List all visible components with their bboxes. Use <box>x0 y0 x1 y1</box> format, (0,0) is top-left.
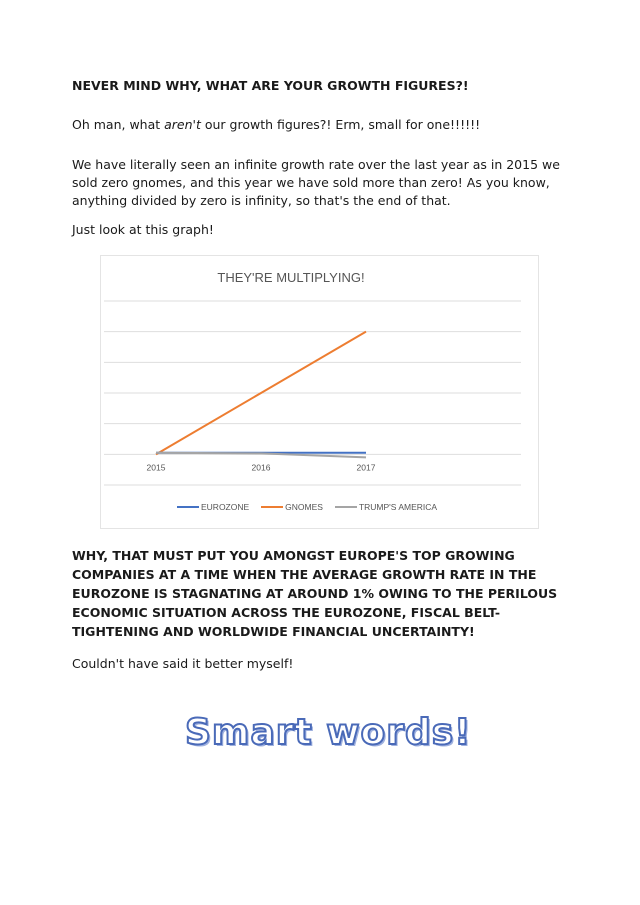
series-line-gnomes <box>155 330 367 456</box>
legend-item: EUROZONE <box>177 502 249 512</box>
x-tick-label: 2016 <box>252 462 271 472</box>
text: Oh man, what <box>72 117 165 132</box>
paragraph-infinite-growth: We have literally seen an infinite growt… <box>72 157 560 208</box>
line-chart: THEY'RE MULTIPLYING! 2015 2016 2017 EUROZO… <box>100 255 539 529</box>
chart-title: THEY'RE MULTIPLYING! <box>217 270 365 285</box>
legend-item: GNOMES <box>261 502 323 512</box>
paragraph-intro: Oh man, what aren't our growth figures?!… <box>72 116 572 134</box>
heading-growth-figures: NEVER MIND WHY, WHAT ARE YOUR GROWTH FIG… <box>72 78 469 93</box>
legend-item: TRUMP'S AMERICA <box>334 502 438 512</box>
legend-label: TRUMP'S AMERICA <box>358 502 438 512</box>
paragraph-look-graph: Just look at this graph! <box>72 222 214 237</box>
series-line-trump-s-america <box>155 451 367 459</box>
legend-swatch <box>177 506 199 508</box>
chart-plot: 2015 2016 2017 <box>104 300 521 486</box>
paragraph-said-better: Couldn't have said it better myself! <box>72 656 294 671</box>
x-tick-label: 2017 <box>357 462 376 472</box>
legend-swatch <box>261 506 284 508</box>
chart-legend: EUROZONE GNOMES TRUMP'S AMERICA <box>177 502 437 512</box>
x-tick-label: 2015 <box>147 462 166 472</box>
text: our growth figures?! Erm, small for one!… <box>200 117 481 132</box>
emphasis: aren't <box>164 117 201 132</box>
legend-label: EUROZONE <box>201 502 250 512</box>
legend-label: GNOMES <box>285 502 323 512</box>
legend-swatch <box>334 506 357 508</box>
heading-top-growing: WHY, THAT MUST PUT YOU AMONGST EUROPE'S … <box>72 548 558 639</box>
wordart-smart-words: Smart words! <box>184 711 472 754</box>
